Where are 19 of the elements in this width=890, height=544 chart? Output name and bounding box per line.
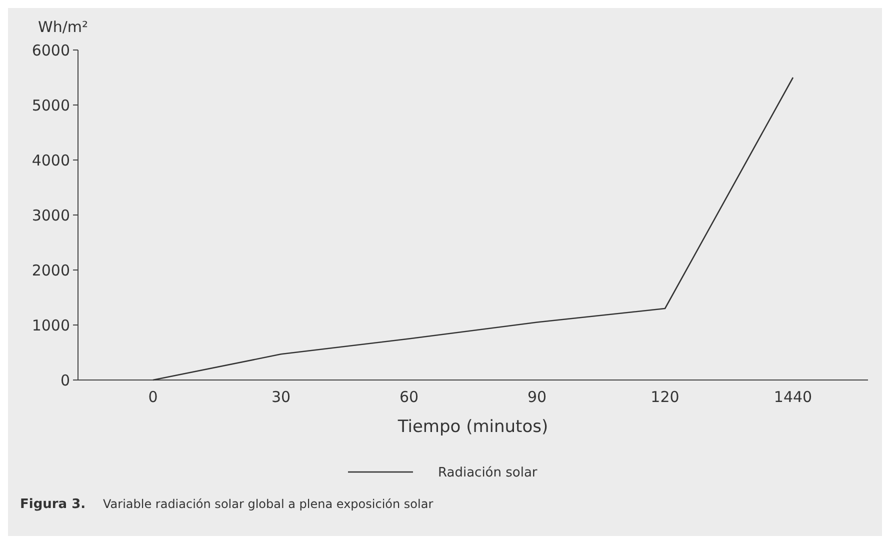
line-series (152, 76, 794, 381)
x-tick-label: 120 (650, 388, 680, 406)
legend-label: Radiación solar (438, 466, 538, 481)
text: Variable radiación solar global a plena exposición solar (103, 497, 434, 511)
y-tick-label: 0 (60, 371, 70, 390)
x-tick-label: 90 (527, 388, 547, 406)
text: Figura 3. (20, 497, 86, 512)
y-tick-label: 2000 (32, 261, 70, 280)
y-tick-label: 1000 (32, 316, 70, 334)
y-tick-label: 4000 (32, 151, 70, 170)
x-tick-label: 1440 (774, 388, 812, 406)
y-axis-title: Wh/m² (38, 18, 88, 36)
x-tick-label: 0 (148, 388, 158, 406)
y-tick-label: 3000 (32, 206, 70, 224)
y-tick-label: 6000 (32, 41, 70, 60)
x-axis-title: Tiempo (minutos) (396, 417, 548, 437)
x-tick-label: 30 (271, 388, 291, 406)
y-tick-label: 5000 (32, 96, 70, 114)
x-tick-label: 60 (399, 388, 419, 406)
